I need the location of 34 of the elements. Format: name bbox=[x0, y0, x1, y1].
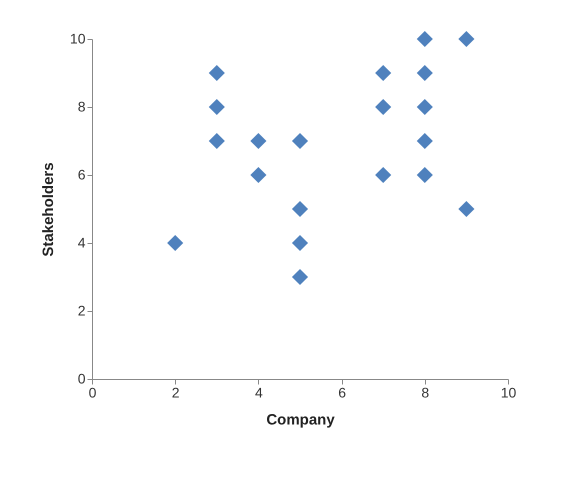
point bbox=[458, 200, 474, 218]
point bbox=[208, 98, 225, 116]
point bbox=[292, 200, 308, 218]
point bbox=[416, 98, 433, 116]
x-tick-label: 0 bbox=[88, 384, 97, 400]
y-tick-label: 8 bbox=[78, 98, 86, 114]
x-axis-title: Company bbox=[266, 412, 336, 428]
y-axis-title: Stakeholders bbox=[40, 162, 57, 257]
point bbox=[292, 132, 308, 150]
point bbox=[250, 132, 266, 150]
point bbox=[208, 64, 225, 82]
point bbox=[292, 268, 308, 286]
point bbox=[375, 64, 392, 82]
y-tick-label: 6 bbox=[78, 166, 86, 182]
x-tick-label: 6 bbox=[338, 384, 346, 400]
x-tick-label: 4 bbox=[255, 384, 263, 400]
point bbox=[292, 234, 308, 252]
point bbox=[416, 64, 433, 82]
y-tick-label: 10 bbox=[70, 30, 86, 46]
point bbox=[375, 98, 392, 116]
point bbox=[458, 30, 474, 48]
point bbox=[375, 166, 392, 184]
point bbox=[167, 234, 184, 252]
point bbox=[416, 30, 433, 48]
x-tick-label: 2 bbox=[172, 384, 180, 400]
point bbox=[250, 166, 266, 184]
y-tick-label: 4 bbox=[78, 234, 86, 250]
x-tick-label: 10 bbox=[500, 384, 516, 400]
y-tick-label: 0 bbox=[78, 370, 86, 386]
point bbox=[416, 166, 433, 184]
point bbox=[416, 132, 433, 150]
y-tick-label: 2 bbox=[78, 302, 86, 318]
point bbox=[208, 132, 225, 150]
x-tick-label: 8 bbox=[421, 384, 430, 400]
